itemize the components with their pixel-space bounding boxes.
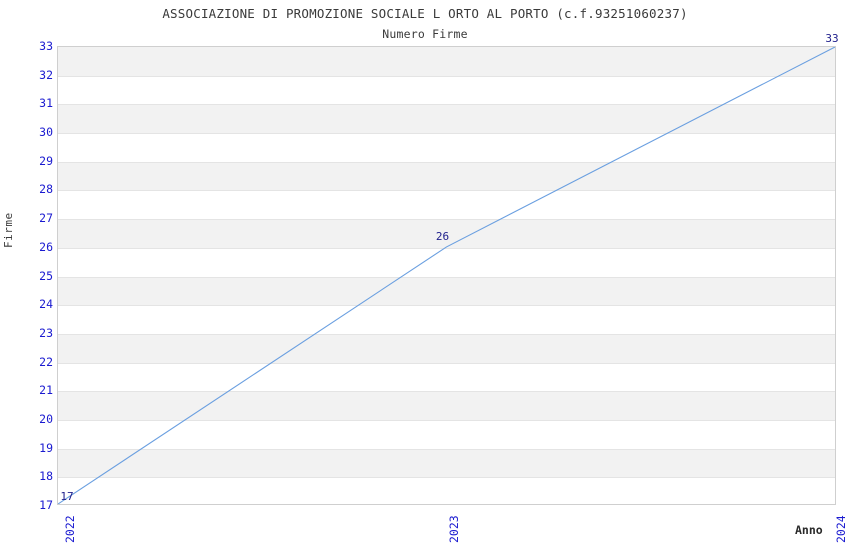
gridline [58,391,835,393]
background-band [58,276,835,306]
series-line [58,47,835,504]
x-axis-tick-labels: 2022 2023 2024 [57,507,848,550]
gridline [58,362,835,364]
y-axis-tick-label: 26 [39,239,53,254]
y-axis-tick-label: 23 [39,325,53,340]
gridline [58,305,835,307]
y-axis-tick-labels: 17 18 19 20 21 22 23 24 25 26 27 28 29 30 31 32 33 [0,39,53,512]
background-band [58,104,835,134]
gridline [58,219,835,221]
gridline [58,477,835,479]
data-point-label: 26 [435,229,450,243]
y-axis-tick-label: 30 [39,125,53,140]
background-band [58,391,835,420]
data-point-label: 17 [60,490,74,503]
y-axis-tick-label: 19 [39,440,53,455]
gridline [58,75,835,77]
y-axis-tick-label: 28 [39,182,53,197]
background-band [58,161,835,191]
y-axis-tick-label: 20 [39,411,53,426]
background-band [58,219,835,248]
y-axis-tick-label: 32 [39,67,53,82]
y-axis-tick-label: 21 [39,383,53,398]
gridline [58,190,835,192]
y-axis-tick-label: 22 [39,354,53,369]
x-axis-tick-label: 2023 [446,515,461,543]
y-axis-tick-label: 29 [39,153,53,168]
x-axis-title: Anno [795,523,823,537]
y-axis-tick-label: 27 [39,211,53,226]
gridline [58,419,835,421]
y-axis-tick-label: 24 [39,297,53,312]
data-point-labels: 17 26 33 [57,32,838,505]
gridline [58,161,835,163]
y-axis-tick-label: 25 [39,268,53,283]
chart-title: ASSOCIAZIONE DI PROMOZIONE SOCIALE L ORT… [162,6,688,21]
gridline [58,276,835,278]
x-axis-tick-label: 2024 [834,515,848,543]
gridline [58,448,835,450]
background-band [58,448,835,478]
chart-subtitle: Numero Firme [382,27,468,41]
gridline [58,333,835,335]
data-point-label: 33 [825,32,839,45]
y-axis-tick-label: 33 [39,39,53,53]
gridline [58,247,835,249]
gridline [58,104,835,106]
plot-area [57,46,836,505]
gridline [58,133,835,135]
x-axis-tick-label: 2022 [63,515,77,543]
line-series [58,47,835,504]
background-band [58,47,835,76]
y-axis-tick-label: 31 [39,96,53,111]
background-band [58,333,835,363]
y-axis-tick-label: 18 [39,469,53,484]
y-axis-tick-label: 17 [39,498,53,512]
